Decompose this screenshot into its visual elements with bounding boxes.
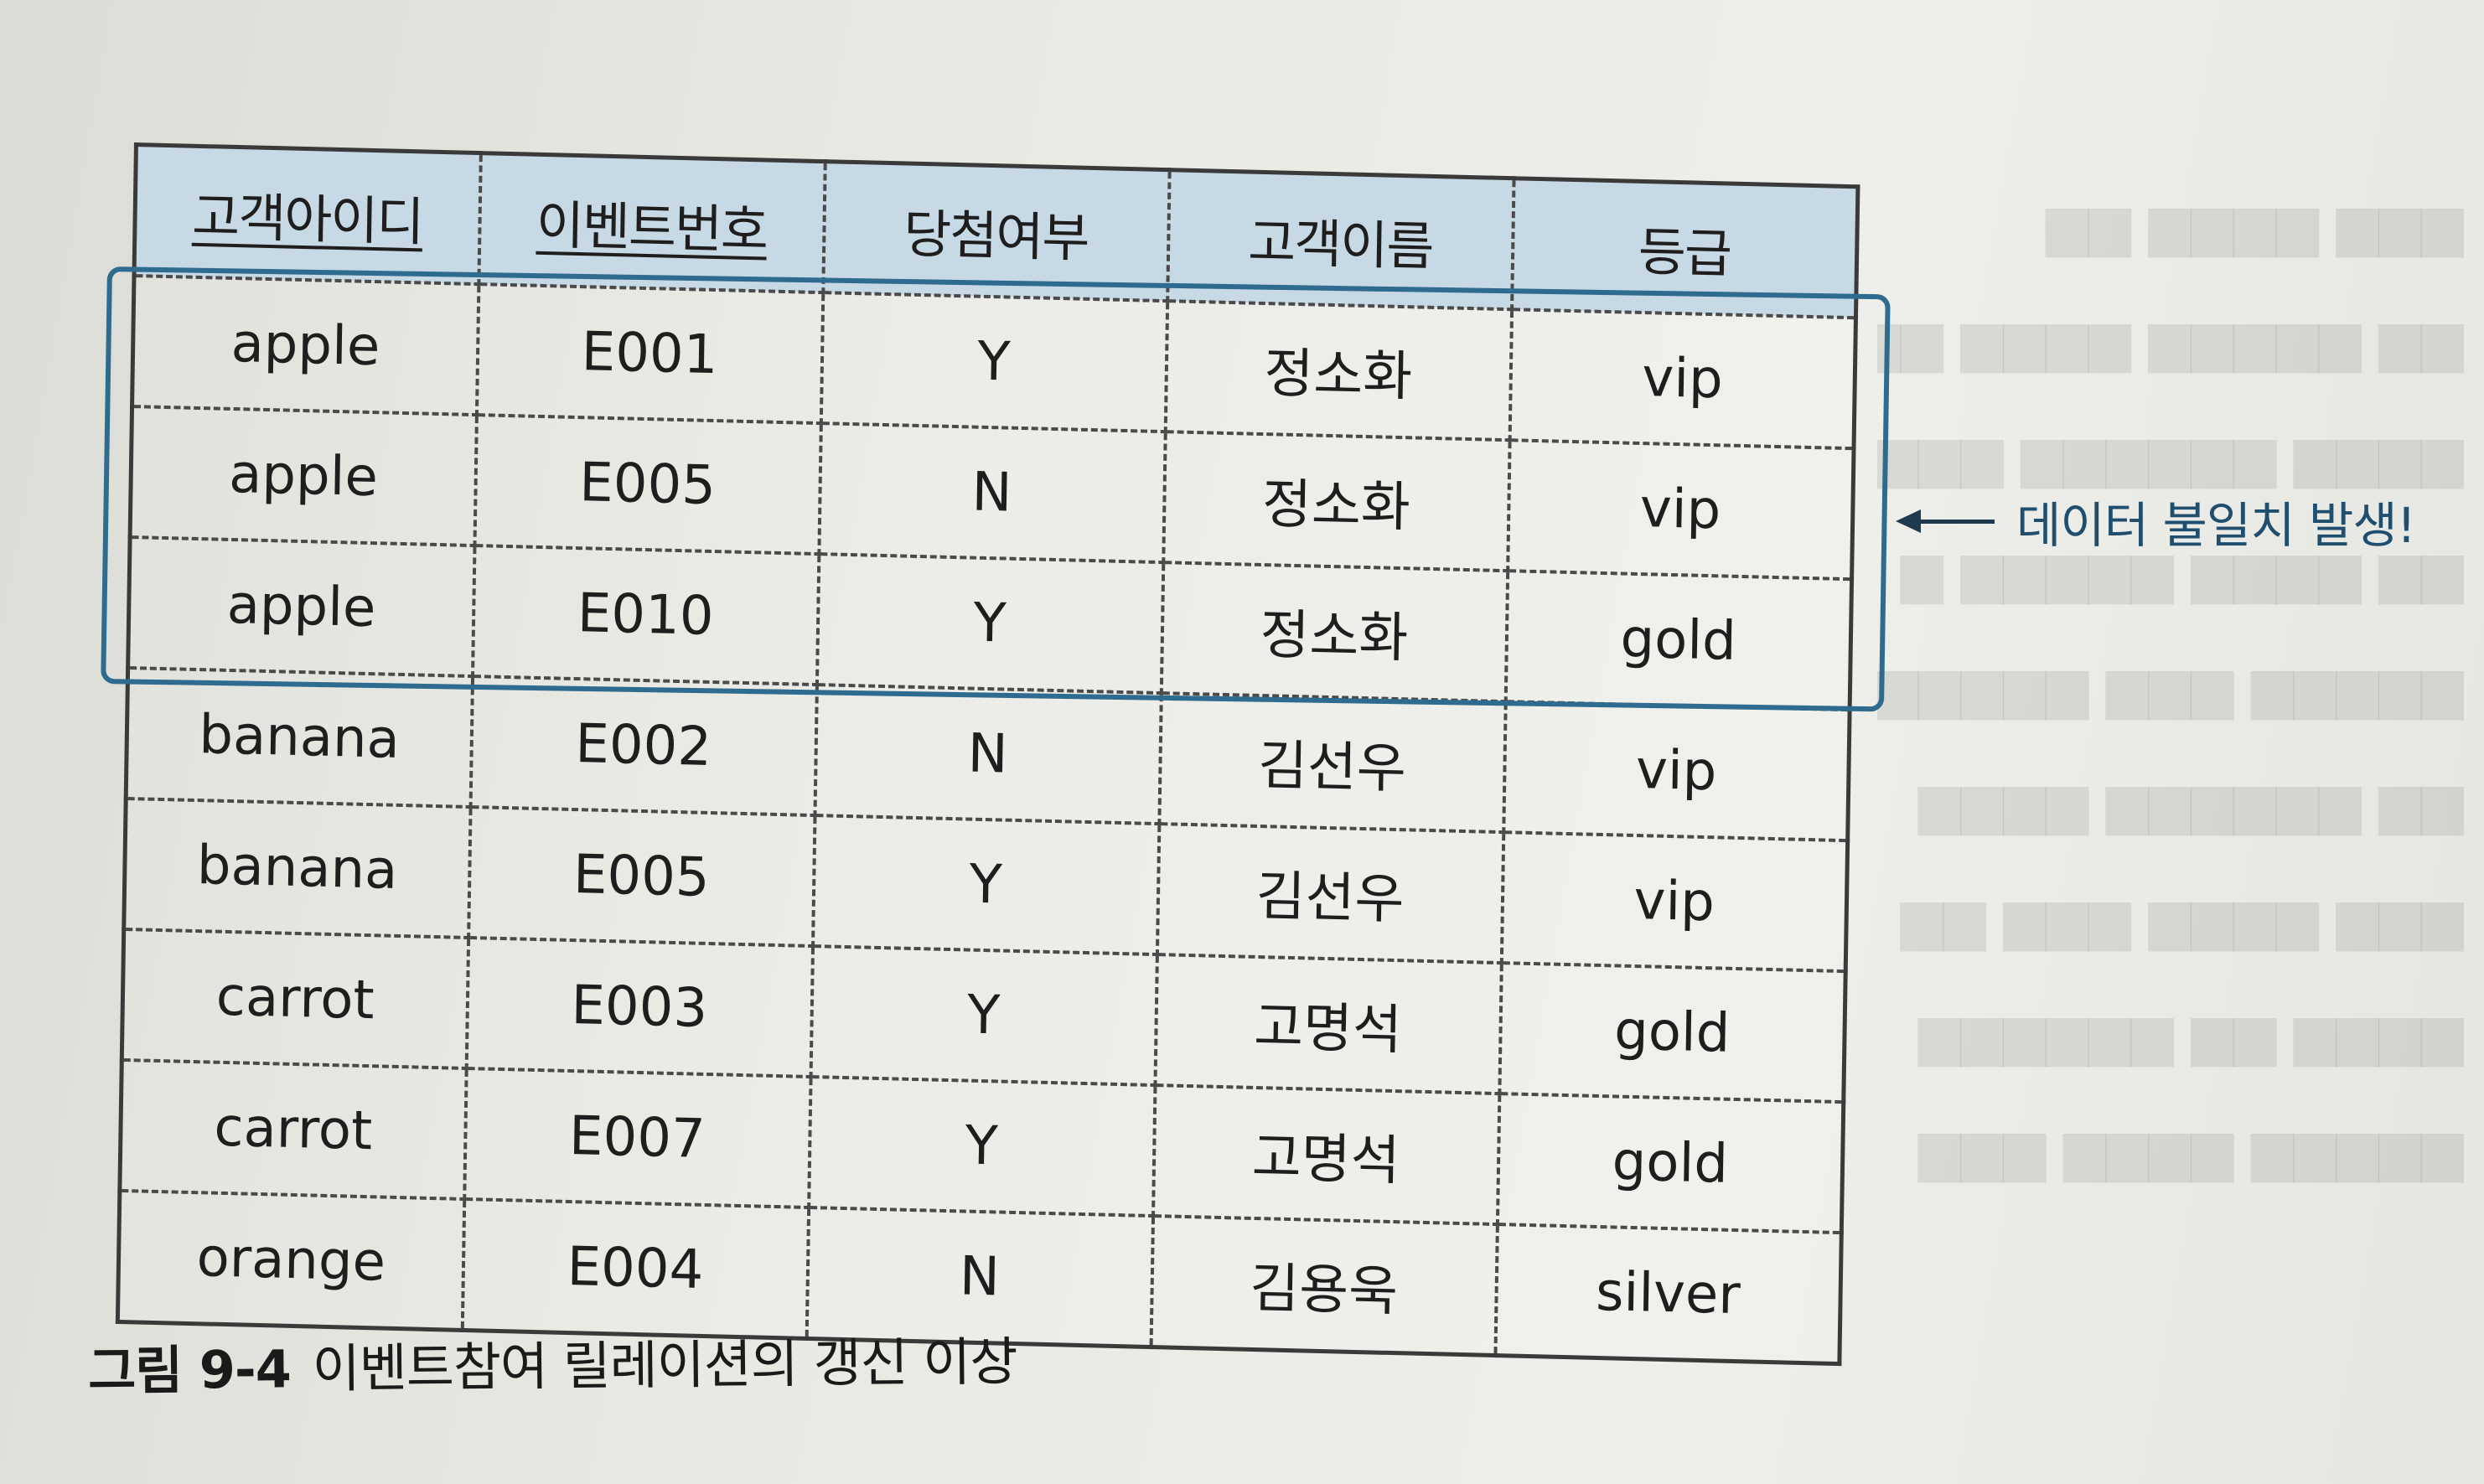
column-header-label: 등급 (1638, 220, 1731, 285)
table-cell: silver (1494, 1224, 1842, 1364)
column-header: 고객아이디 (134, 144, 481, 285)
column-header-label: 이벤트번호 (536, 194, 768, 261)
table-cell: vip (1501, 832, 1848, 972)
table-cell: 김선우 (1157, 824, 1503, 964)
table-cell: Y (808, 1077, 1155, 1217)
table-cell: E005 (468, 807, 815, 947)
table-cell: E004 (462, 1198, 809, 1339)
figure-caption: 그림 9-4 이벤트참여 릴레이션의 갱신 이상 (88, 1319, 1017, 1404)
table-cell: banana (123, 798, 471, 938)
table-cell: N (814, 685, 1162, 825)
table-cell: orange (117, 1190, 464, 1331)
table-cell: Y (810, 946, 1157, 1086)
table-cell: Y (812, 815, 1159, 955)
table-cell: 김용욱 (1151, 1216, 1498, 1356)
table-cell: 고명석 (1152, 1085, 1499, 1225)
bleed-through-text: ▆▆▆ ▆▆▆▆ ▆▆ ▆▆ ▆▆▆▆▆ ▆▆▆▆ ▆▆ ▆▆▆▆ ▆▆▆▆▆▆… (1877, 193, 2464, 1182)
table-cell: E003 (466, 937, 813, 1078)
table-cell: 고명석 (1154, 954, 1502, 1094)
table-cell: E007 (463, 1068, 811, 1207)
column-header-label: 고객이름 (1247, 211, 1433, 277)
figure-number: 그림 9-4 (87, 1338, 292, 1402)
inconsistency-highlight-box (101, 266, 1891, 712)
annotation-text: 데이터 불일치 발생! (2016, 497, 2416, 554)
table-cell: gold (1498, 963, 1846, 1103)
table-cell: 김선우 (1158, 693, 1506, 833)
table-cell: carrot (122, 928, 468, 1068)
column-header-label: 고객아이디 (191, 185, 423, 253)
annotation: 데이터 불일치 발생! (1896, 486, 2416, 556)
table-cell: E002 (470, 676, 817, 816)
column-header-label: 당첨여부 (903, 203, 1089, 269)
left-arrow-icon (1896, 509, 1995, 533)
table-cell: vip (1503, 701, 1850, 841)
column-header: 이벤트번호 (478, 153, 825, 293)
table-cell: gold (1497, 1094, 1844, 1233)
figure-title: 이벤트참여 릴레이션의 갱신 이상 (312, 1331, 1017, 1399)
table-cell: carrot (119, 1059, 467, 1199)
